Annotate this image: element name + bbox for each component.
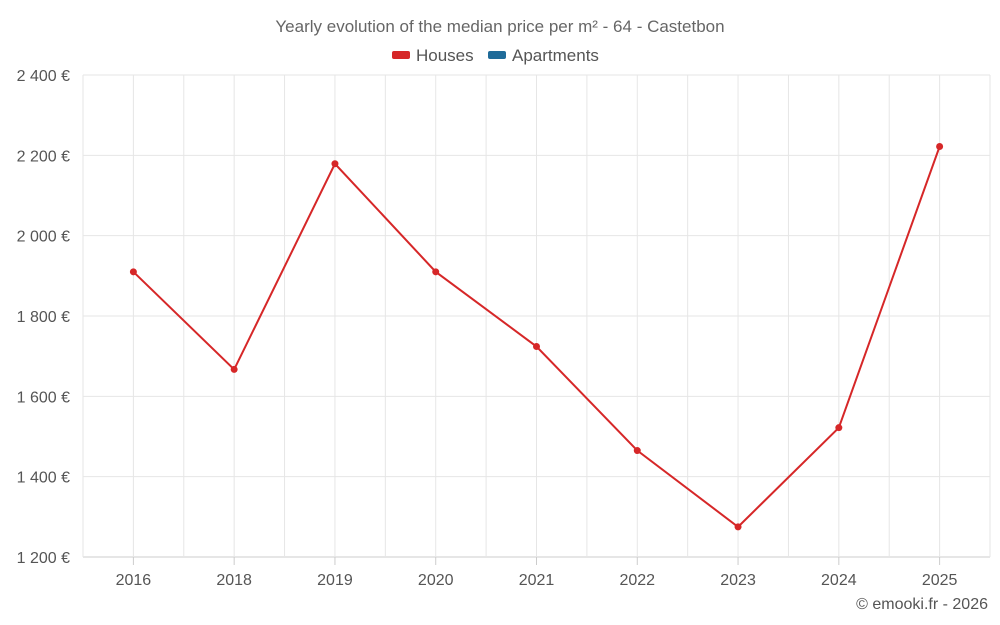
legend-item-apartments[interactable]: Apartments bbox=[488, 46, 599, 65]
y-axis-labels: 1 200 € 1 400 € 1 600 € 1 800 € 2 000 € 2 200… bbox=[17, 68, 70, 567]
data-point-houses-2025[interactable] bbox=[936, 142, 944, 150]
data-point-houses-2019[interactable] bbox=[331, 160, 339, 168]
y-tick-label: 2 000 € bbox=[17, 229, 70, 246]
series-layer bbox=[129, 142, 944, 531]
x-tick-label: 2019 bbox=[317, 572, 353, 589]
x-tick-label: 2025 bbox=[922, 572, 958, 589]
y-tick-label: 1 800 € bbox=[17, 309, 70, 326]
legend-label-houses: Houses bbox=[416, 46, 474, 65]
y-tick-label: 2 200 € bbox=[17, 148, 70, 165]
x-tick-label: 2023 bbox=[720, 572, 756, 589]
y-tick-label: 1 200 € bbox=[17, 550, 70, 567]
y-tick-label: 1 600 € bbox=[17, 389, 70, 406]
data-point-houses-2016[interactable] bbox=[129, 268, 137, 276]
legend[interactable]: Houses Apartments bbox=[392, 46, 599, 65]
chart-title: Yearly evolution of the median price per… bbox=[275, 17, 724, 36]
data-point-houses-2023[interactable] bbox=[734, 523, 742, 531]
data-point-houses-2021[interactable] bbox=[533, 343, 540, 351]
x-tick-label: 2018 bbox=[216, 572, 252, 589]
x-tick-label: 2016 bbox=[116, 572, 152, 589]
x-axis-labels: 2016 2018 2019 2020 2021 2022 2023 2024 2025 bbox=[116, 572, 958, 589]
credit-text: © emooki.fr - 2026 bbox=[856, 596, 988, 613]
y-tick-label: 2 400 € bbox=[17, 68, 70, 85]
y-tick-label: 1 400 € bbox=[17, 470, 70, 487]
data-point-houses-2020[interactable] bbox=[432, 268, 440, 276]
grid-lines bbox=[82, 74, 991, 565]
data-point-houses-2024[interactable] bbox=[835, 424, 843, 432]
x-tick-label: 2022 bbox=[619, 572, 655, 589]
legend-label-apartments: Apartments bbox=[512, 46, 599, 65]
legend-swatch-houses bbox=[392, 51, 410, 59]
x-tick-label: 2020 bbox=[418, 572, 454, 589]
x-tick-label: 2021 bbox=[519, 572, 555, 589]
x-tick-label: 2024 bbox=[821, 572, 857, 589]
data-point-houses-2022[interactable] bbox=[633, 447, 641, 455]
data-point-houses-2018[interactable] bbox=[230, 365, 238, 373]
legend-item-houses[interactable]: Houses bbox=[392, 46, 474, 65]
legend-swatch-apartments bbox=[488, 51, 506, 59]
